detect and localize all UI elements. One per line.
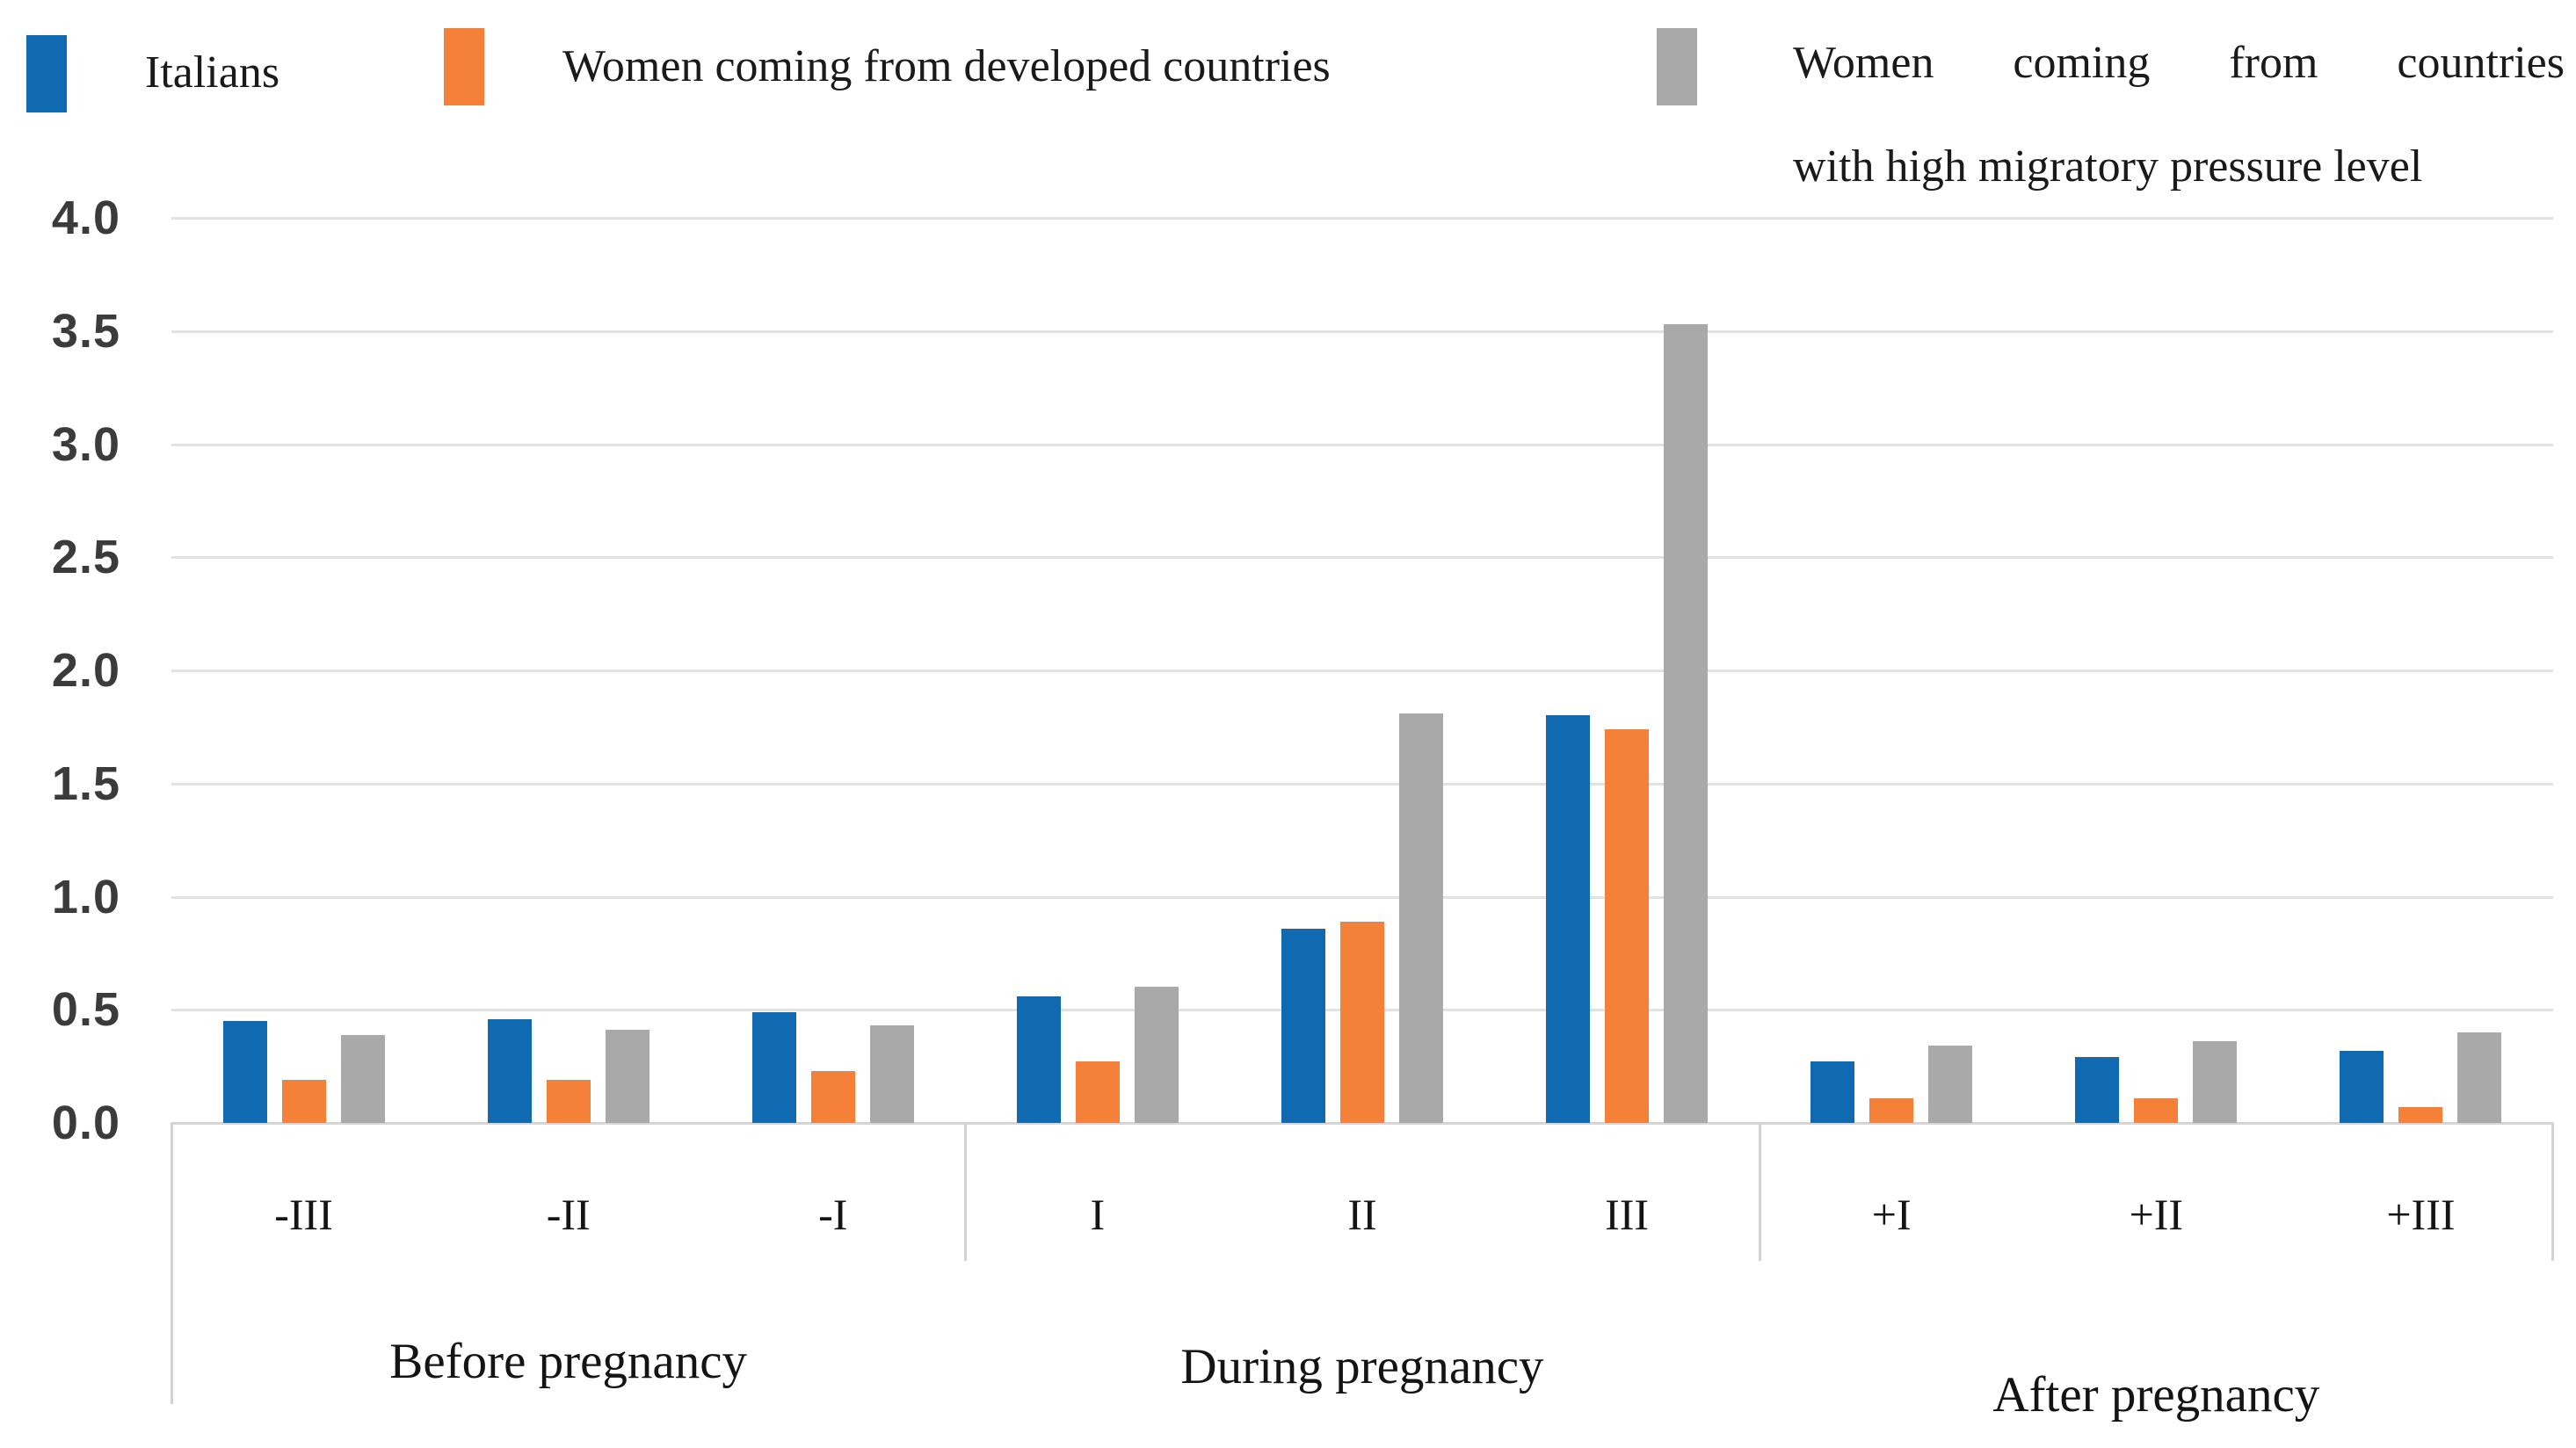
legend-label-italians: Italians [145, 47, 280, 98]
legend-swatch-high-migratory-pressure-icon [1657, 28, 1697, 105]
bar-italians-0-plus-iii [2340, 1051, 2384, 1123]
bar-women-2-plus-ii [2193, 1041, 2237, 1123]
bar-italians-0-ii [1281, 929, 1325, 1123]
bar-women-1-minus-iii [282, 1080, 326, 1123]
x-axis-tick-ii: II [1347, 1190, 1377, 1239]
gridline-1.5 [171, 782, 2553, 786]
bar-women-2-i [1135, 987, 1179, 1123]
axis-left-border [171, 1123, 173, 1404]
bar-italians-0-minus-ii [488, 1019, 532, 1123]
bar-italians-0-iii [1546, 715, 1590, 1123]
y-axis-tick-1.5: 1.5 [51, 757, 120, 810]
group-label-before-pregnancy: Before pregnancy [389, 1334, 748, 1389]
group-separator-1 [964, 1123, 968, 1261]
x-axis-tick-plus-ii: +II [2129, 1190, 2184, 1239]
bar-women-1-plus-ii [2134, 1098, 2178, 1123]
gridline-4.0 [171, 217, 2553, 220]
gridline-3.5 [171, 329, 2553, 333]
x-axis-tick-i: I [1090, 1190, 1106, 1239]
axis-right-border [2551, 1123, 2554, 1261]
x-axis-tick-iii: III [1605, 1190, 1650, 1239]
y-axis-tick-2.5: 2.5 [51, 531, 120, 584]
y-axis-tick-3.0: 3.0 [51, 417, 120, 471]
y-axis-tick-3.5: 3.5 [51, 304, 120, 358]
group-label-after-pregnancy: After pregnancy [1992, 1367, 2320, 1423]
bar-women-2-minus-iii [341, 1035, 385, 1123]
y-axis-tick-1.0: 1.0 [51, 870, 120, 923]
legend-swatch-developed-countries-icon [444, 28, 484, 105]
gridline-1.0 [171, 895, 2553, 899]
group-label-during-pregnancy: During pregnancy [1180, 1339, 1544, 1394]
gridline-0.0 [171, 1122, 2553, 1125]
bar-women-2-minus-i [870, 1025, 914, 1123]
legend-label-developed-countries: Women coming from developed countries [562, 41, 1331, 91]
y-axis-tick-0.0: 0.0 [51, 1097, 120, 1149]
bar-italians-0-i [1017, 996, 1061, 1123]
bar-women-1-minus-ii [547, 1080, 591, 1123]
gridline-2.0 [171, 670, 2553, 672]
bar-women-1-iii [1605, 729, 1649, 1123]
y-axis-tick-4.0: 4.0 [51, 192, 120, 244]
legend-label-line-2: with high migratory pressure level [1793, 141, 2423, 192]
legend-label-line-1: Women coming from countries [1793, 38, 2565, 88]
legend-swatch-italians-icon [26, 35, 67, 112]
bar-italians-0-minus-iii [223, 1021, 267, 1123]
bar-italians-0-plus-i [1810, 1061, 1854, 1123]
bar-women-2-ii [1399, 713, 1443, 1123]
bar-italians-0-plus-ii [2075, 1057, 2119, 1123]
bar-women-1-plus-i [1869, 1098, 1913, 1123]
bar-women-1-i [1076, 1061, 1120, 1123]
bar-women-2-iii [1664, 324, 1708, 1123]
y-axis-tick-0.5: 0.5 [51, 983, 120, 1037]
bar-women-2-minus-ii [606, 1030, 649, 1123]
bar-italians-0-minus-i [752, 1012, 796, 1123]
x-axis-tick-plus-i: +I [1871, 1190, 1912, 1239]
y-axis-tick-2.0: 2.0 [51, 644, 120, 697]
x-axis-tick-minus-iii: -III [274, 1190, 333, 1239]
bar-women-1-minus-i [811, 1071, 855, 1123]
bar-women-1-plus-iii [2398, 1107, 2442, 1123]
bar-women-1-ii [1340, 922, 1384, 1123]
x-axis-tick-minus-ii: -II [546, 1190, 591, 1239]
x-axis-tick-plus-iii: +III [2386, 1190, 2456, 1239]
group-separator-2 [1758, 1123, 1761, 1261]
x-axis-tick-minus-i: -I [818, 1190, 848, 1239]
legend-label-high-migratory-pressure: Women coming from countries with high mi… [1793, 11, 2565, 219]
gridline-3.0 [171, 443, 2553, 446]
gridline-2.5 [171, 556, 2553, 560]
bar-women-2-plus-iii [2457, 1032, 2501, 1123]
bar-women-2-plus-i [1928, 1046, 1972, 1123]
